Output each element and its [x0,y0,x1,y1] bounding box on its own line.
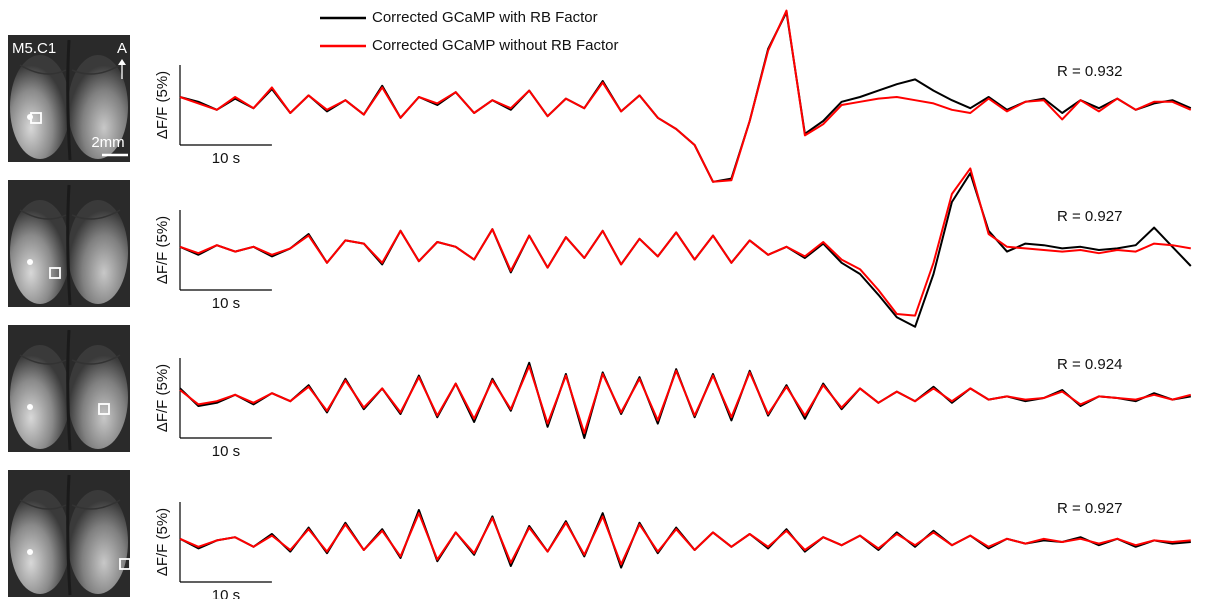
x-scale-label: 10 s [212,443,240,460]
vessel [66,39,72,161]
roi-box [49,267,61,279]
bright-spot [27,549,33,555]
y-scale-label: ΔF/F (5%) [154,508,171,576]
vessel [19,354,121,365]
vessel [66,184,72,306]
y-scale-label: ΔF/F (5%) [154,71,171,139]
x-scale-label: 10 s [212,150,240,167]
correlation-label: R = 0.932 [1057,63,1122,80]
brain-image [8,325,130,452]
arrow-head [118,59,126,65]
vessel [19,209,121,220]
y-scale-label: ΔF/F (5%) [154,364,171,432]
correlation-label: R = 0.927 [1057,500,1122,517]
brain-image [8,35,130,162]
left-hemisphere [10,490,70,594]
vessel [66,474,72,596]
trace [179,512,1191,566]
right-hemisphere [68,200,128,304]
legend-label: Corrected GCaMP without RB Factor [372,37,618,54]
trace [179,361,1191,439]
y-scale-label: ΔF/F (5%) [154,216,171,284]
left-hemisphere [10,55,70,159]
x-scale-label: 10 s [212,587,240,599]
right-hemisphere [68,490,128,594]
legend-label: Corrected GCaMP with RB Factor [372,9,598,26]
roi-box [98,403,110,415]
mouse-label: M5.C1 [12,40,56,57]
bright-spot [27,259,33,265]
trace [179,11,1192,183]
brain-image [8,470,131,597]
roi-box [30,112,42,124]
vessel [19,499,121,510]
trace [179,9,1192,183]
trace [179,167,1191,317]
correlation-label: R = 0.924 [1057,356,1122,373]
scale-label: 2mm [91,134,124,151]
direction-label: A [117,40,127,57]
left-hemisphere [10,345,70,449]
bright-spot [27,114,33,120]
correlation-label: R = 0.927 [1057,208,1122,225]
left-hemisphere [10,200,70,304]
x-scale-label: 10 s [212,295,240,312]
brain-image [8,180,130,307]
roi-box [119,558,131,570]
right-hemisphere [68,345,128,449]
vessel [66,329,72,451]
bright-spot [27,404,33,410]
right-hemisphere [68,55,128,159]
vessel [19,64,121,75]
trace [179,365,1192,435]
